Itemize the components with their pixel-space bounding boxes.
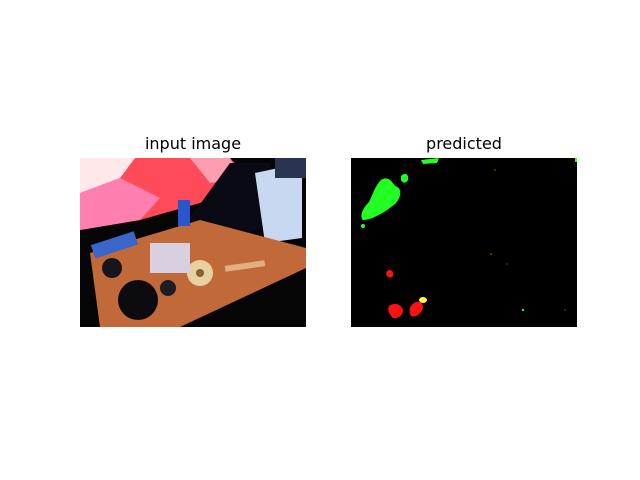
speck-4 xyxy=(564,309,566,311)
cable-spool xyxy=(102,258,122,278)
pink-sheet xyxy=(80,178,160,230)
dark-corner xyxy=(275,158,306,178)
input-image-title: input image xyxy=(144,134,242,153)
green-dot xyxy=(361,224,365,228)
green-blob-small xyxy=(401,173,409,183)
predicted-mask xyxy=(351,158,577,327)
green-dot-2 xyxy=(521,308,525,312)
screen-glare xyxy=(255,163,302,243)
red-blob-small xyxy=(386,269,394,278)
round-object xyxy=(118,280,158,320)
ruler xyxy=(224,260,266,272)
green-blob-left xyxy=(361,178,401,220)
papers xyxy=(150,243,190,273)
disc-center xyxy=(196,269,204,277)
bottle xyxy=(178,200,190,226)
red-blob-right xyxy=(409,301,423,317)
speck-2 xyxy=(490,253,492,255)
blue-box xyxy=(90,231,139,259)
predicted-mask-canvas xyxy=(351,158,577,327)
predicted-title: predicted xyxy=(426,134,502,153)
input-image xyxy=(80,158,306,327)
green-blob-top xyxy=(421,158,439,164)
yellow-blob xyxy=(419,297,427,303)
input-image-canvas xyxy=(80,158,306,327)
green-edge xyxy=(575,158,577,162)
small-object xyxy=(160,280,176,296)
speck-3 xyxy=(506,263,508,265)
white-sheet xyxy=(80,158,135,193)
red-blob-left xyxy=(388,303,403,319)
speck xyxy=(494,169,496,171)
